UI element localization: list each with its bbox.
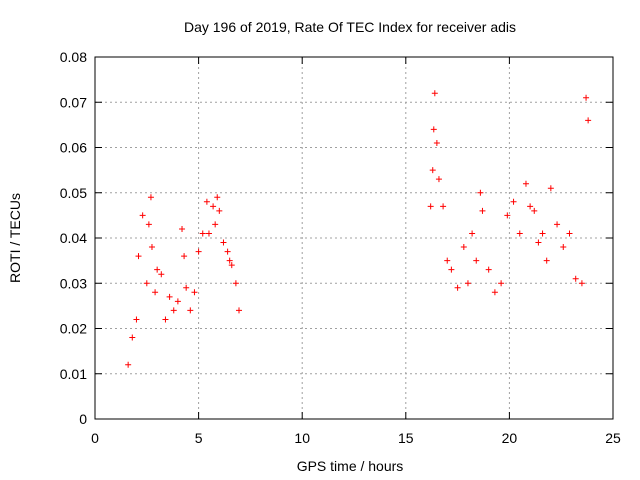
chart-title: Day 196 of 2019, Rate Of TEC Index for r… xyxy=(184,19,516,35)
data-point xyxy=(566,230,573,237)
x-tick-label: 20 xyxy=(502,430,518,446)
y-tick-label: 0.02 xyxy=(60,321,87,337)
data-point xyxy=(572,275,579,282)
data-point xyxy=(460,244,467,251)
y-tick-label: 0.07 xyxy=(60,94,87,110)
x-tick-label: 25 xyxy=(605,430,621,446)
data-point xyxy=(162,316,169,323)
y-tick-label: 0.06 xyxy=(60,140,87,156)
data-point xyxy=(516,230,523,237)
x-tick-label: 0 xyxy=(91,430,99,446)
data-point xyxy=(181,253,188,260)
data-point xyxy=(170,307,177,314)
data-point xyxy=(429,167,436,174)
data-point xyxy=(145,221,152,228)
data-point xyxy=(522,180,529,187)
data-point xyxy=(174,298,181,305)
y-tick-label: 0.05 xyxy=(60,185,87,201)
data-point xyxy=(454,284,461,291)
data-point xyxy=(166,293,173,300)
data-point xyxy=(220,239,227,246)
data-point xyxy=(203,198,210,205)
data-point xyxy=(578,280,585,287)
data-point xyxy=(147,194,154,201)
data-point xyxy=(440,203,447,210)
data-point xyxy=(535,239,542,246)
data-point xyxy=(228,262,235,269)
y-tick-label: 0.04 xyxy=(60,230,87,246)
data-point xyxy=(143,280,150,287)
data-point xyxy=(583,94,590,101)
data-point xyxy=(212,221,219,228)
data-point xyxy=(504,212,511,219)
data-point xyxy=(226,257,233,264)
data-point xyxy=(199,230,206,237)
x-tick-label: 15 xyxy=(398,430,414,446)
data-point xyxy=(427,203,434,210)
data-point xyxy=(148,244,155,251)
data-point xyxy=(469,230,476,237)
data-point xyxy=(491,289,498,296)
data-point xyxy=(183,284,190,291)
data-point xyxy=(179,225,186,232)
data-point xyxy=(236,307,243,314)
data-point xyxy=(473,257,480,264)
data-point xyxy=(433,139,440,146)
data-point xyxy=(527,203,534,210)
data-point xyxy=(479,207,486,214)
data-point xyxy=(133,316,140,323)
y-tick-label: 0.03 xyxy=(60,275,87,291)
y-tick-label: 0.01 xyxy=(60,366,87,382)
data-points xyxy=(125,90,592,368)
data-point xyxy=(191,289,198,296)
data-point xyxy=(477,189,484,196)
data-point xyxy=(224,248,231,255)
grid-lines xyxy=(95,57,613,419)
data-point xyxy=(158,271,165,278)
data-point xyxy=(498,280,505,287)
axis-ticks: 0 5 10 15 20 25 0 0.01 0.02 0.03 0.04 0.05 0.06 0.07 0… xyxy=(60,49,621,446)
data-point xyxy=(585,117,592,124)
data-point xyxy=(139,212,146,219)
y-axis-label: ROTI / TECUs xyxy=(7,193,23,283)
data-point xyxy=(560,244,567,251)
data-point xyxy=(554,221,561,228)
x-axis-label: GPS time / hours xyxy=(297,458,404,474)
data-point xyxy=(543,257,550,264)
x-tick-label: 10 xyxy=(294,430,310,446)
data-point xyxy=(214,194,221,201)
data-point xyxy=(187,307,194,314)
data-point xyxy=(510,198,517,205)
data-point xyxy=(195,248,202,255)
data-point xyxy=(547,185,554,192)
data-point xyxy=(152,289,159,296)
data-point xyxy=(135,253,142,260)
data-point xyxy=(539,230,546,237)
y-tick-label: 0.08 xyxy=(60,49,87,65)
data-point xyxy=(485,266,492,273)
data-point xyxy=(464,280,471,287)
data-point xyxy=(232,280,239,287)
data-point xyxy=(430,126,437,133)
data-point xyxy=(129,334,136,341)
x-tick-label: 5 xyxy=(195,430,203,446)
data-point xyxy=(431,90,438,97)
data-point xyxy=(531,207,538,214)
data-point xyxy=(448,266,455,273)
data-point xyxy=(444,257,451,264)
data-point xyxy=(210,203,217,210)
data-point xyxy=(435,176,442,183)
data-point xyxy=(216,207,223,214)
data-point xyxy=(205,230,212,237)
y-tick-label: 0 xyxy=(79,411,87,427)
data-point xyxy=(154,266,161,273)
data-point xyxy=(125,361,132,368)
